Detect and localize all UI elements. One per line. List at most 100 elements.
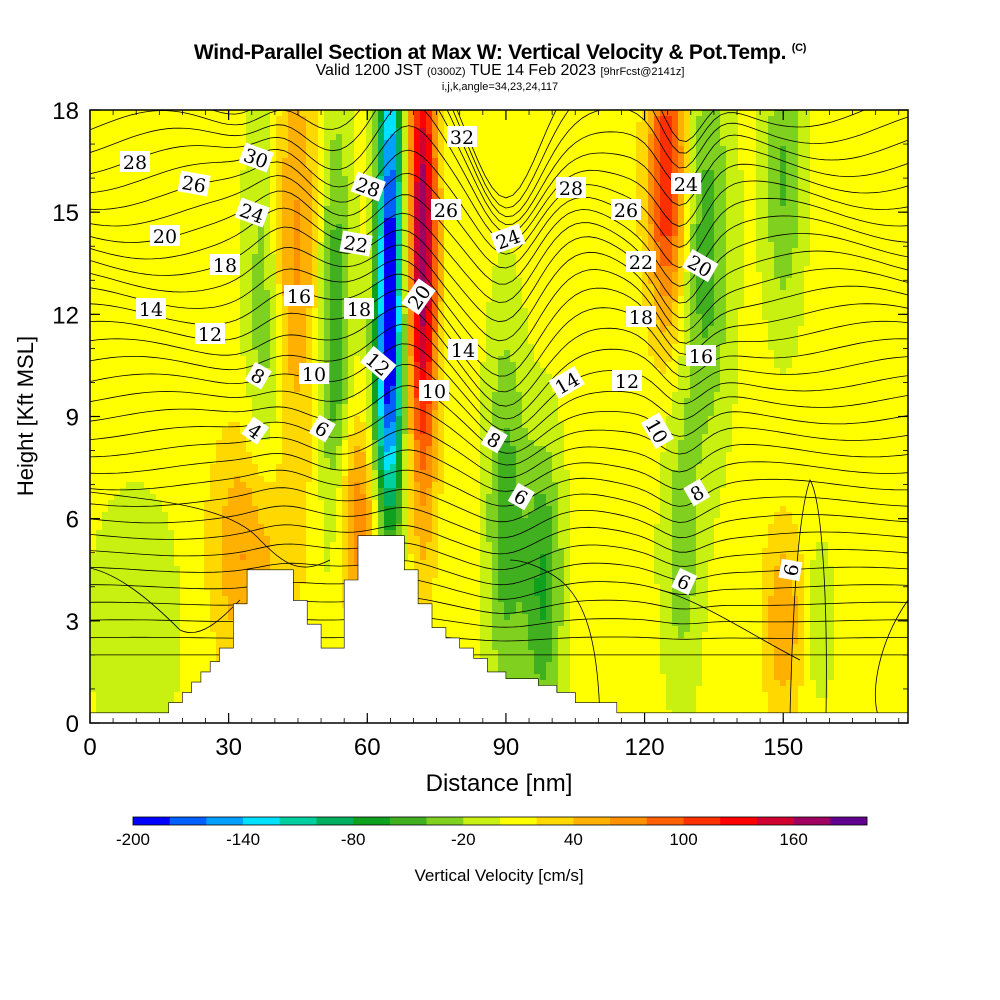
x-tick-label: 30 — [215, 734, 242, 761]
contour-label: 24 — [671, 173, 701, 196]
chart-title-mark: (C) — [791, 42, 807, 54]
y-tick-label: 12 — [52, 302, 79, 329]
pot-temp-contour-line — [90, 110, 908, 226]
subtitle-valid: Valid 1200 JST — [315, 62, 423, 79]
contour-label: 8 — [244, 361, 272, 389]
colorbar-swatch — [536, 817, 574, 825]
y-tick-label: 3 — [66, 609, 79, 636]
pot-temp-contour-line — [90, 273, 908, 377]
y-axis: 0 3 6 9 12 15 18 — [52, 98, 908, 738]
x-tick-label: 90 — [493, 734, 520, 761]
colorbar-tick-label: -200 — [116, 830, 150, 849]
contour-label: 32 — [447, 126, 477, 149]
pot-temp-contour-line — [90, 634, 908, 642]
colorbar-swatch — [243, 817, 281, 825]
y-tick-label: 15 — [52, 200, 79, 227]
pot-temp-contour-line — [90, 289, 908, 393]
contour-label: 26 — [431, 199, 461, 222]
colorbar-swatch — [720, 817, 758, 825]
contour-label: 26 — [611, 199, 641, 222]
pot-temp-contours — [90, 110, 908, 721]
pot-temp-contour-line — [90, 567, 241, 633]
pot-temp-contour-line — [90, 406, 908, 466]
contour-label: 10 — [419, 380, 449, 403]
contour-label: 20 — [682, 248, 719, 282]
x-tick-label: 60 — [354, 734, 381, 761]
x-axis: 0 30 60 90 120 150 — [83, 110, 900, 761]
colorbar-swatch — [646, 817, 684, 825]
pot-temp-contour-line — [90, 596, 908, 614]
contour-label: 8 — [480, 425, 508, 453]
contour-label: 16 — [686, 345, 716, 368]
colorbar-swatch — [463, 817, 501, 825]
pot-temp-contour-line — [90, 560, 908, 586]
colorbar-swatch — [756, 817, 794, 825]
terrain-mask — [89, 535, 909, 724]
pot-temp-contour-line — [90, 469, 908, 507]
contour-label: 12 — [612, 370, 642, 393]
colorbar-swatch — [573, 817, 611, 825]
contour-label: 16 — [284, 285, 314, 308]
y-tick-label: 9 — [66, 405, 79, 432]
contour-label: 12 — [195, 323, 225, 346]
pot-temp-contour-line — [90, 487, 908, 523]
pot-temp-contour-line — [211, 110, 866, 209]
contour-label: 28 — [120, 151, 150, 174]
contour-label: 6 — [507, 482, 535, 510]
pot-temp-contour-line — [90, 578, 908, 600]
pot-temp-contour-line — [509, 559, 601, 721]
contour-label: 14 — [136, 298, 166, 321]
contour-label: 22 — [626, 251, 656, 274]
colorbar-swatch — [169, 817, 207, 825]
pot-temp-contour-line — [90, 385, 908, 454]
y-tick-label: 0 — [66, 711, 79, 738]
pot-temp-contour-line — [90, 615, 908, 628]
colorbar-swatch — [353, 817, 391, 825]
colorbar-swatch — [206, 817, 244, 825]
colorbar-tick-label: -80 — [341, 830, 366, 849]
colorbar-swatch — [426, 817, 464, 825]
contour-labels: 28 30262420181412841062822161812322620241… — [120, 126, 804, 595]
colorbar-swatch — [610, 817, 648, 825]
contour-label: 6 — [308, 414, 336, 442]
pot-temp-contour-line — [90, 343, 908, 432]
pot-temp-contour-line — [90, 244, 908, 342]
colorbar-swatch — [389, 817, 427, 825]
contour-label: 8 — [683, 478, 711, 506]
pot-temp-contour-line — [90, 449, 908, 492]
colorbar-swatch — [793, 817, 831, 825]
chart-title: Wind-Parallel Section at Max W: Vertical… — [193, 41, 807, 64]
colorbar: -200 -140 -80 -20 40 100 160 — [116, 816, 868, 849]
chart-subtitle-indices: i,j,k,angle=34,23,24,117 — [441, 81, 559, 93]
colorbar-swatch — [683, 817, 721, 825]
pot-temp-contour-line — [90, 110, 908, 218]
contour-label: 20 — [150, 225, 180, 248]
colorbar-swatch — [279, 817, 317, 825]
subtitle-fcst: [9hrFcst@2141z] — [600, 66, 685, 78]
colorbar-tick-label: -20 — [451, 830, 476, 849]
contour-label: 6 — [671, 568, 698, 595]
contour-label: 28 — [556, 177, 586, 200]
colorbar-tick-label: 160 — [779, 830, 807, 849]
contour-label: 14 — [448, 339, 478, 362]
colorbar-tick-label: 100 — [669, 830, 697, 849]
contour-label: 18 — [210, 254, 240, 277]
x-axis-label: Distance [nm] — [426, 770, 573, 797]
contour-label: 18 — [344, 298, 374, 321]
colorbar-tick-label: -140 — [226, 830, 260, 849]
x-tick-label: 0 — [83, 734, 96, 761]
pot-temp-contour-line — [90, 207, 908, 304]
contour-label: 24 — [490, 223, 526, 254]
pot-temp-contour-line — [90, 542, 908, 571]
colorbar-swatch — [500, 817, 537, 825]
pot-temp-contour-line — [90, 505, 908, 539]
subtitle-date: TUE 14 Feb 2023 — [469, 62, 597, 79]
subtitle-zulu: (0300Z) — [427, 66, 466, 78]
contour-label: 10 — [299, 363, 329, 386]
pot-temp-contour-line — [874, 599, 908, 716]
colorbar-swatch — [133, 817, 170, 825]
pot-temp-contour-line — [90, 491, 331, 568]
contour-label: 6 — [778, 558, 804, 582]
contour-label: 22 — [339, 230, 373, 258]
pot-temp-contour-line — [90, 524, 908, 555]
